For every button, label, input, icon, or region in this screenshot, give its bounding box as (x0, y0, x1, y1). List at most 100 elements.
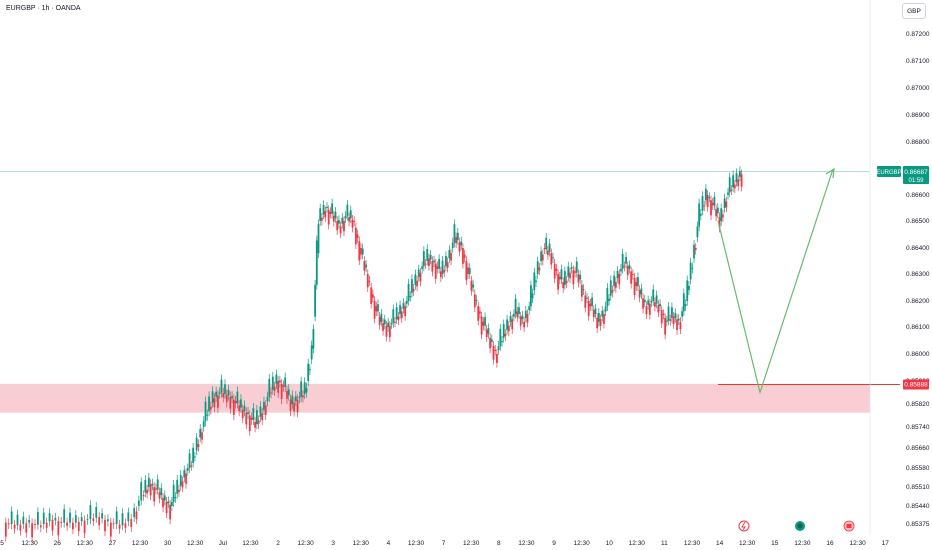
candle-body (582, 289, 585, 291)
x-tick-label: 8 (497, 540, 501, 547)
currency-button[interactable]: GBP (902, 3, 926, 19)
candle-body (7, 523, 10, 525)
candle-body (603, 314, 605, 324)
candle-body (711, 202, 714, 206)
candle-body (332, 215, 335, 222)
candle-body (370, 287, 373, 304)
candle-body (723, 198, 726, 208)
candle-body (458, 242, 461, 252)
candle-body (193, 456, 196, 458)
candle-body (538, 267, 541, 271)
candle-body (287, 389, 290, 396)
candle-body (264, 405, 267, 415)
candle-body (317, 224, 320, 254)
candle-body (339, 226, 342, 234)
candle-body (614, 282, 617, 288)
candle-body (331, 203, 333, 214)
candle-body (552, 257, 554, 259)
candle-body (259, 406, 262, 417)
candle-body (631, 274, 634, 275)
candle-body (192, 447, 195, 463)
candle-body (662, 314, 665, 315)
candle-body (232, 399, 235, 415)
x-tick-label: 15 (771, 540, 779, 547)
candle-body (479, 311, 481, 314)
candle-body (733, 184, 736, 189)
candle-body (388, 325, 391, 338)
candle-body (236, 391, 239, 404)
candle-body (363, 261, 366, 271)
candle-body (416, 280, 418, 287)
candle-body (74, 515, 77, 523)
event-icons (738, 520, 855, 532)
candle-body (174, 497, 177, 499)
candle-body (412, 288, 415, 292)
candle-body (557, 274, 559, 290)
candle-body (713, 196, 716, 206)
candle-body (312, 329, 315, 349)
candle-body (611, 290, 614, 293)
candle-body (162, 497, 164, 508)
candle-body (730, 189, 733, 191)
candle-body (735, 173, 738, 182)
candle-body (25, 523, 28, 533)
candle-body (643, 299, 646, 303)
lightning-icon (738, 520, 750, 532)
candle-body (156, 479, 159, 490)
candle-body (689, 262, 692, 280)
candle-body (546, 250, 549, 256)
candle-body (422, 251, 425, 267)
candle-body (451, 242, 454, 248)
candle-body (296, 399, 299, 413)
candle-body (625, 256, 627, 264)
candle-body (385, 325, 388, 337)
y-tick-label: 0.85580 (906, 465, 930, 472)
candle-body (740, 174, 743, 187)
candle-body (305, 387, 308, 393)
candle-body (613, 275, 616, 287)
candle-body (118, 524, 121, 529)
candle-body (705, 188, 707, 201)
candle-body (667, 306, 670, 321)
candle-body (693, 244, 695, 259)
candle-body (365, 264, 367, 268)
candle-body (215, 391, 218, 397)
candle-body (234, 401, 237, 404)
x-tick-label: 26 (54, 540, 62, 547)
candle-body (101, 513, 103, 519)
candle-body (185, 473, 187, 484)
x-tick-label: 12:30 (794, 540, 811, 547)
candle-body (54, 517, 57, 521)
candle-body (577, 274, 580, 283)
current-price-tag (903, 166, 929, 184)
candle-body (217, 395, 219, 408)
candle-body (633, 278, 636, 296)
price-labels: EURGBP 0.86687 01:59 0.85888 (876, 166, 929, 390)
candle-body (170, 501, 173, 506)
candle-body (22, 516, 25, 524)
candle-body (199, 429, 202, 438)
candle-body (394, 321, 396, 323)
x-tick-label: 12:30 (21, 540, 38, 547)
candle-body (95, 507, 98, 518)
candle-body (124, 523, 127, 528)
current-price-text: 0.86687 (904, 169, 928, 176)
candle-body (69, 512, 71, 523)
earnings-icon-dot (797, 523, 803, 529)
candle-body (718, 217, 721, 228)
candle-body (390, 323, 393, 325)
candle-body (60, 521, 63, 523)
candle-body (473, 294, 476, 308)
candle-body (382, 323, 384, 331)
projection-line (717, 168, 834, 395)
candle-body (431, 261, 434, 272)
candle-body (373, 301, 376, 319)
x-tick-label: 12:30 (353, 540, 370, 547)
y-tick-label: 0.87000 (906, 85, 930, 92)
y-tick-label: 0.86000 (906, 351, 930, 358)
candle-body (654, 302, 656, 307)
candle-body (650, 301, 653, 303)
candle-body (147, 477, 150, 487)
candle-body (494, 349, 497, 351)
